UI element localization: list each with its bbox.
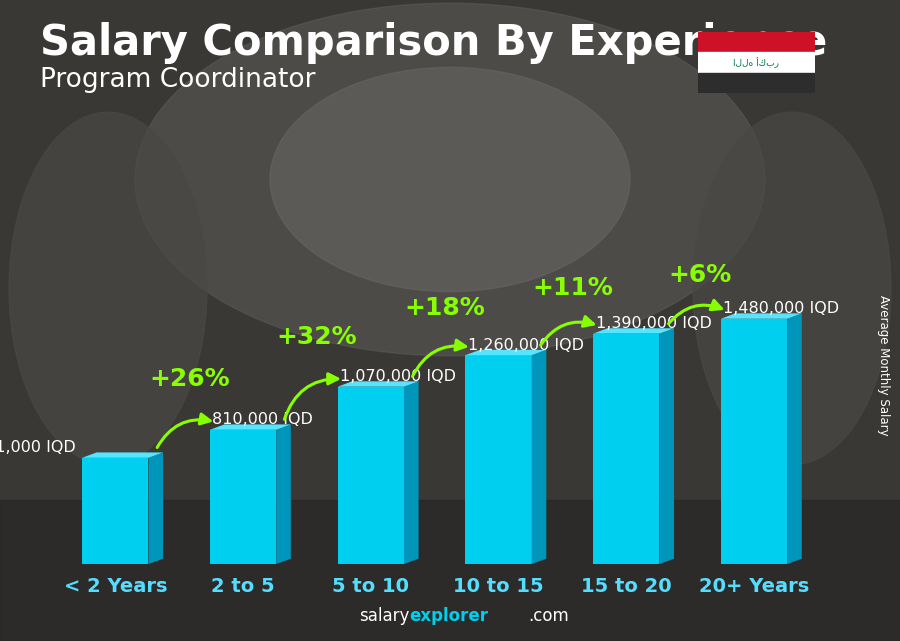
Text: +32%: +32% [277,326,357,349]
Polygon shape [532,350,546,564]
Polygon shape [338,381,418,387]
Text: +18%: +18% [404,296,485,320]
Text: .com: .com [528,607,569,625]
Polygon shape [404,381,419,564]
Polygon shape [148,453,163,564]
Ellipse shape [270,67,630,292]
Bar [465,355,532,564]
Bar [210,430,276,564]
Ellipse shape [693,112,891,465]
Polygon shape [465,350,546,355]
Bar [338,387,404,564]
Polygon shape [276,424,291,564]
Ellipse shape [135,3,765,356]
Text: +6%: +6% [669,263,732,287]
Polygon shape [210,424,291,430]
Bar [698,72,814,93]
Text: Average Monthly Salary: Average Monthly Salary [878,295,890,436]
Ellipse shape [9,112,207,465]
Text: Salary Comparison By Experience: Salary Comparison By Experience [40,22,828,65]
Bar [82,458,148,564]
Text: 810,000 IQD: 810,000 IQD [212,412,313,428]
Bar [0,500,900,641]
Polygon shape [788,313,802,564]
Text: الله أكبر: الله أكبر [733,57,779,68]
Text: Program Coordinator: Program Coordinator [40,67,316,94]
Text: explorer: explorer [410,607,489,625]
Text: 1,390,000 IQD: 1,390,000 IQD [596,316,711,331]
Bar [698,53,814,72]
Bar [593,334,660,564]
Text: 1,070,000 IQD: 1,070,000 IQD [340,369,456,384]
Bar [721,319,788,564]
Text: 1,260,000 IQD: 1,260,000 IQD [468,338,584,353]
Text: 641,000 IQD: 641,000 IQD [0,440,76,455]
Polygon shape [82,453,163,458]
Text: 1,480,000 IQD: 1,480,000 IQD [724,301,840,316]
Text: +11%: +11% [532,276,613,301]
Polygon shape [660,328,674,564]
Polygon shape [593,328,674,334]
Bar [698,32,814,53]
Text: salary: salary [359,607,410,625]
Polygon shape [721,313,802,319]
Text: +26%: +26% [149,367,230,390]
